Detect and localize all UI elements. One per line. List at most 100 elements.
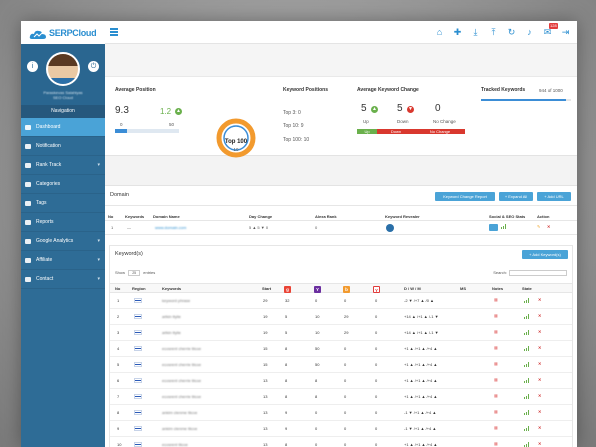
kw-col-start[interactable]: Start <box>262 286 272 291</box>
calendar-icon[interactable]: ▦ <box>494 377 498 382</box>
kw-col-region[interactable]: Region <box>132 286 146 291</box>
table-row[interactable]: 10 ecosrent tlicoe 13 8 0 0 0 +1 ▲ /+1 ▲ /+4 ▲ ▦… <box>110 437 572 447</box>
top100-count: Top 100: 10 <box>283 137 310 143</box>
delete-icon[interactable]: ✕ <box>538 425 542 430</box>
kw-col-dwm[interactable]: D / W / M <box>404 286 421 291</box>
entries-select[interactable]: 25 <box>128 270 141 276</box>
row-start: 13 <box>263 442 268 447</box>
top3-count: Top 3: 0 <box>283 110 301 116</box>
calendar-icon[interactable]: ▦ <box>494 345 498 350</box>
keyword-change-report-button[interactable]: Keyword Change Report <box>435 192 495 201</box>
delete-icon[interactable]: ✕ <box>538 297 542 302</box>
row-google: 8 <box>285 378 288 383</box>
sidebar-item-reports[interactable]: Reports <box>21 213 105 232</box>
delete-icon[interactable]: ✕ <box>538 345 542 350</box>
yandex-icon[interactable]: Y <box>373 286 380 293</box>
domain-row[interactable]: 1 — www.domain.com 5 ▲ 5 ▼ 0 0 ✎ ✕ <box>105 221 577 235</box>
table-row[interactable]: 8 ankim ctenme tlicoe 13 9 0 0 0 -1 ▼ /+1 ▲ /+4… <box>110 405 572 421</box>
logo[interactable]: SERPCloud <box>21 21 105 44</box>
domain-name-link[interactable]: www.domain.com <box>155 225 187 230</box>
calendar-icon[interactable]: ▦ <box>494 409 498 414</box>
table-row[interactable]: 4 ecosrent cherrie tlicoe 15 8 50 0 0 +1 ▲ /+1 … <box>110 341 572 357</box>
row-keyword[interactable]: arlkin ttylie <box>162 330 181 335</box>
bing-icon[interactable]: b <box>343 286 350 293</box>
signal-icon <box>524 314 530 319</box>
row-keyword[interactable]: ecosrent tlicoe <box>162 442 188 447</box>
delete-icon[interactable]: ✕ <box>538 441 542 446</box>
keywords-table-header: No Region Keywords Start g Y b Y D / W /… <box>110 283 572 293</box>
region-flag-icon <box>134 362 142 367</box>
power-icon[interactable]: ⏻ <box>88 61 99 72</box>
social-users-icon[interactable] <box>489 224 498 231</box>
sidebar-item-label: Notification <box>36 143 61 149</box>
delete-icon[interactable]: ✕ <box>538 361 542 366</box>
row-keyword[interactable]: arlkin ttylie <box>162 314 181 319</box>
delete-icon[interactable]: ✕ <box>538 329 542 334</box>
nochange-count: 0 <box>435 103 441 114</box>
sidebar-item-dashboard[interactable]: Dashboard <box>21 118 105 137</box>
position-slider[interactable] <box>115 129 179 133</box>
nav-title: Navigation <box>21 105 105 118</box>
sidebar-item-google-analytics[interactable]: Google Analytics ▾ <box>21 232 105 251</box>
table-row[interactable]: 7 ecosrent cherrie tlicoe 13 8 8 0 0 +1 ▲ /+1 ▲… <box>110 389 572 405</box>
download-icon[interactable]: ⤓ <box>473 27 478 37</box>
table-row[interactable]: 9 ankim ctenme tlicoe 13 9 0 0 0 -1 ▼ /+1 ▲ /+4… <box>110 421 572 437</box>
calendar-icon[interactable]: ▦ <box>494 441 498 446</box>
row-keyword[interactable]: keyword phrase <box>162 298 191 303</box>
calendar-icon[interactable]: ▦ <box>494 329 498 334</box>
message-icon[interactable]: ✉ 128 <box>543 23 558 37</box>
calendar-icon[interactable]: ▦ <box>494 361 498 366</box>
add-keywords-button[interactable]: + Add Keyword(s) <box>522 250 568 259</box>
delete-icon[interactable]: ✕ <box>538 393 542 398</box>
row-keyword[interactable]: ankim ctenme tlicoe <box>162 426 198 431</box>
refresh-icon[interactable]: ↻ <box>507 27 516 37</box>
sidebar-item-label: Rank Track <box>36 162 62 168</box>
sidebar-item-contact[interactable]: Contact ▾ <box>21 270 105 289</box>
bell-icon[interactable]: ♪ <box>527 27 532 37</box>
home-icon[interactable]: ⌂ <box>436 27 443 37</box>
delete-icon[interactable]: ✕ <box>538 313 542 318</box>
row-keyword[interactable]: ecosrent cherrie tlicoe <box>162 378 202 383</box>
sidebar-item-rank-track[interactable]: Rank Track ▾ <box>21 156 105 175</box>
edit-icon[interactable]: ✎ <box>537 224 541 229</box>
sidebar-item-notification[interactable]: Notification <box>21 137 105 156</box>
delete-icon[interactable]: ✕ <box>547 224 551 229</box>
calendar-icon[interactable]: ▦ <box>494 297 498 302</box>
keyword-revealer-icon[interactable] <box>386 224 394 232</box>
sidebar-item-affiliate[interactable]: Affiliate ▾ <box>21 251 105 270</box>
kw-col-no[interactable]: No <box>115 286 121 291</box>
row-keyword[interactable]: ecosrent cherrie tlicoe <box>162 346 202 351</box>
table-row[interactable]: 5 ecosrent cherrie tlicoe 15 8 50 0 0 +1 ▲ /+1 … <box>110 357 572 373</box>
menu-toggle-icon[interactable] <box>110 28 118 36</box>
kw-col-state[interactable]: State <box>522 286 532 291</box>
row-keyword[interactable]: ankim ctenme tlicoe <box>162 410 198 415</box>
calendar-icon[interactable]: ▦ <box>494 313 498 318</box>
logout-icon[interactable]: ⇥ <box>561 27 570 37</box>
delete-icon[interactable]: ✕ <box>538 377 542 382</box>
row-keyword[interactable]: ecosrent cherrie tlicoe <box>162 394 202 399</box>
sidebar-item-categories[interactable]: Categories <box>21 175 105 194</box>
table-row[interactable]: 6 ecosrent cherrie tlicoe 13 8 8 0 0 +1 ▲ /+1 ▲… <box>110 373 572 389</box>
calendar-icon[interactable]: ▦ <box>494 425 498 430</box>
table-row[interactable]: 3 arlkin ttylie 19 5 10 29 0 +14 ▲ /+1 ▲ /-1 ▼ ▦… <box>110 325 572 341</box>
row-keyword[interactable]: ecosrent cherrie tlicoe <box>162 362 202 367</box>
sidebar-item-tags[interactable]: Tags <box>21 194 105 213</box>
kw-col-keywords[interactable]: Keywords <box>162 286 182 291</box>
kw-col-ms[interactable]: MS <box>460 286 466 291</box>
info-icon[interactable]: i <box>27 61 38 72</box>
plus-icon[interactable]: ✚ <box>453 27 462 37</box>
expand-all-button[interactable]: + Expand All <box>499 192 533 201</box>
yahoo-icon[interactable]: Y <box>314 286 321 293</box>
table-row[interactable]: 2 arlkin ttylie 19 5 10 29 0 +14 ▲ /+1 ▲ /-1 ▼ ▦… <box>110 309 572 325</box>
user-profile: i ⏻ Paraskevas Salahiyas SEO Cloud <box>21 44 105 127</box>
row-no: 3 <box>117 330 120 335</box>
calendar-icon[interactable]: ▦ <box>494 393 498 398</box>
table-row[interactable]: 1 keyword phrase 29 32 0 0 0 -2 ▼ /+7 ▲ /0 ▲ ▦ ✕ <box>110 293 572 309</box>
search-input[interactable] <box>509 270 567 276</box>
avatar[interactable] <box>46 52 80 86</box>
add-url-button[interactable]: + Add URL <box>537 192 571 201</box>
delete-icon[interactable]: ✕ <box>538 409 542 414</box>
kw-col-notes[interactable]: Notes <box>492 286 504 291</box>
google-icon[interactable]: g <box>284 286 291 293</box>
upload-icon[interactable]: ⤒ <box>491 27 496 37</box>
